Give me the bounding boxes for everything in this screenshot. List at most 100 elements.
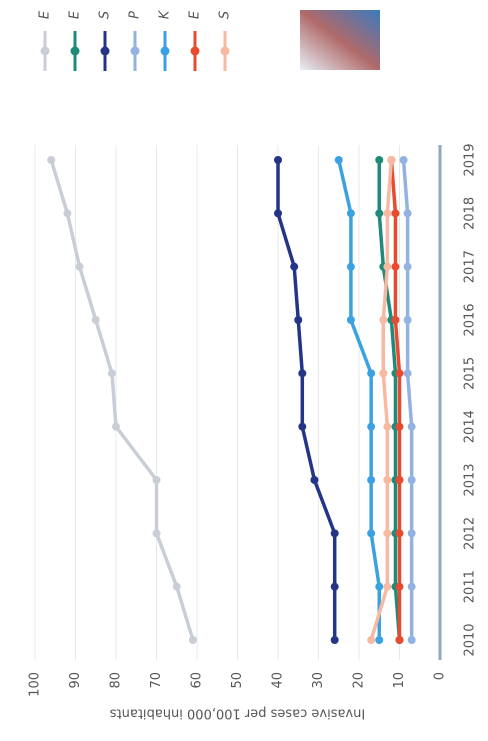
data-point (395, 369, 404, 378)
data-point (407, 636, 416, 644)
data-point (407, 422, 416, 431)
legend-label: E (188, 10, 203, 19)
data-point (383, 582, 392, 591)
y-tick-label: 30 (311, 672, 326, 689)
y-tick-label: 20 (352, 672, 367, 689)
legend-label: S (218, 11, 233, 19)
data-point (330, 529, 339, 538)
legend-marker (40, 46, 50, 56)
data-point (407, 529, 416, 538)
data-point (383, 422, 392, 431)
data-point (330, 636, 339, 644)
data-point (395, 529, 404, 538)
data-point (403, 209, 412, 218)
x-tick-label: 2019 (463, 143, 478, 176)
data-point (346, 209, 355, 218)
data-point (172, 582, 181, 591)
data-point (391, 262, 400, 271)
x-tick-label: 2014 (463, 410, 478, 443)
series-line (389, 159, 402, 640)
series-line (49, 159, 195, 641)
data-point (346, 316, 355, 324)
y-tick-label: 40 (271, 672, 286, 689)
x-tick-label: 2013 (463, 463, 478, 496)
data-point (375, 636, 384, 644)
series-line (276, 160, 337, 640)
legend-marker (130, 46, 140, 56)
data-point (391, 316, 400, 324)
data-point (399, 156, 408, 164)
x-tick-label: 2018 (463, 197, 478, 230)
rotated-chart: 0 10 20 30 40 50 60 70 80 90 100 Invasive cases per… (28, 9, 478, 720)
legend-marker (190, 46, 200, 56)
x-tick-label: 2016 (463, 303, 478, 336)
y-axis-label: Invasive cases per 100,000 inhabitants (110, 706, 366, 721)
x-tick-label: 2010 (463, 623, 478, 656)
legend-marker (70, 46, 80, 56)
data-point (375, 582, 384, 591)
y-tick-label: 60 (190, 672, 205, 689)
data-point (294, 316, 303, 324)
y-tick-label: 0 (433, 672, 448, 680)
data-point (330, 582, 339, 591)
series-line (369, 159, 394, 641)
data-point (367, 476, 376, 484)
x-tick-label: 2012 (463, 517, 478, 550)
data-point (407, 582, 416, 591)
data-point (75, 262, 84, 271)
data-point (152, 529, 161, 538)
data-point (403, 316, 412, 324)
y-tick-label: 50 (230, 672, 245, 689)
data-point (274, 209, 282, 218)
data-point (391, 209, 400, 218)
data-point (379, 369, 388, 378)
data-point (367, 369, 376, 378)
series-line (401, 159, 414, 640)
data-point (310, 476, 319, 484)
data-point (383, 529, 392, 538)
data-point (395, 422, 404, 431)
data-point (298, 422, 307, 431)
y-tick-label: 90 (68, 672, 83, 689)
data-point (367, 636, 376, 644)
y-tick-label: 10 (392, 672, 407, 689)
y-tick-label: 100 (28, 672, 43, 697)
data-point (403, 369, 412, 378)
data-point (375, 156, 384, 164)
data-point (152, 476, 161, 484)
data-point (403, 262, 412, 271)
legend-marker (220, 46, 230, 56)
y-tick-label: 70 (149, 672, 164, 689)
x-tick-label: 2017 (463, 250, 478, 283)
legend-label: E (68, 10, 83, 19)
data-point (395, 582, 404, 591)
data-point (387, 156, 396, 164)
x-tick-label: 2015 (463, 357, 478, 390)
data-point (47, 156, 56, 164)
data-point (107, 369, 116, 378)
y-tick-label: 80 (109, 672, 124, 689)
data-point (395, 636, 404, 644)
data-point (407, 476, 416, 484)
series-line (337, 159, 381, 640)
data-point (63, 209, 72, 218)
data-point (290, 262, 299, 271)
series-line (377, 160, 402, 641)
data-point (383, 262, 392, 271)
data-point (379, 316, 388, 324)
thumbnail-image (300, 10, 380, 70)
x-tick-label: 2011 (463, 570, 478, 603)
legend-label: E (38, 10, 53, 19)
data-point (367, 422, 376, 431)
legend-marker (100, 46, 110, 56)
data-point (367, 529, 376, 538)
data-point (334, 156, 343, 164)
data-point (298, 369, 307, 378)
data-point (91, 316, 100, 324)
data-point (375, 209, 384, 218)
data-point (395, 476, 404, 484)
data-point (346, 262, 355, 271)
data-point (188, 636, 197, 644)
data-point (383, 209, 392, 218)
